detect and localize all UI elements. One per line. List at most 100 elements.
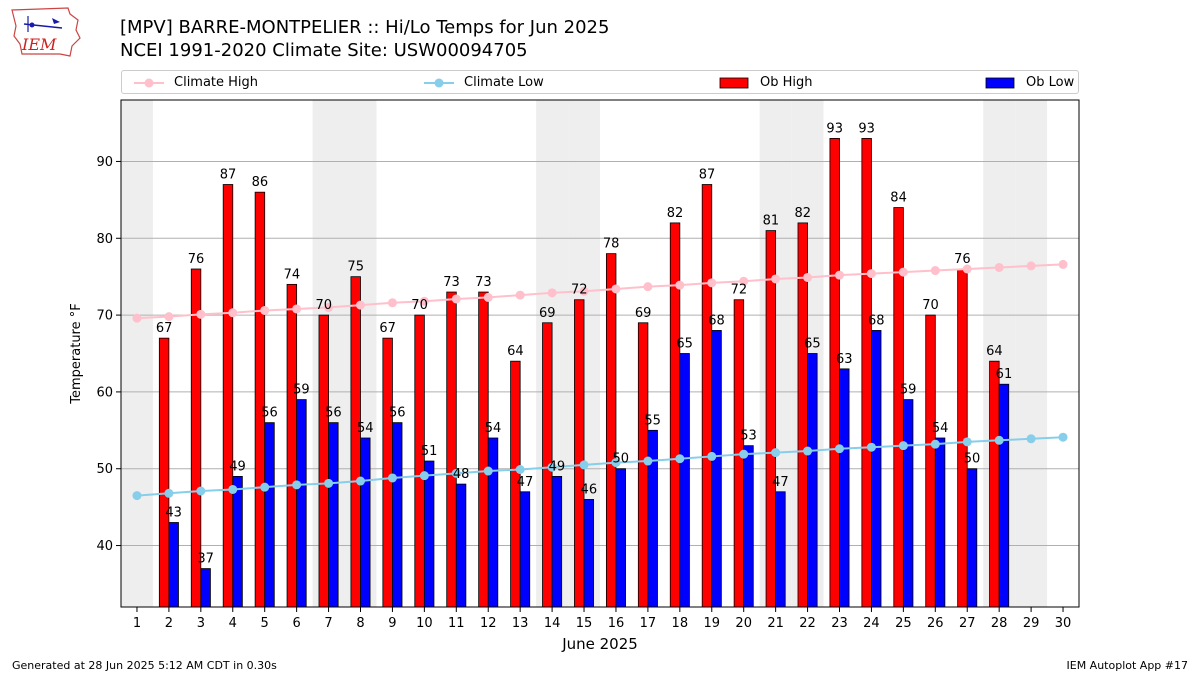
bar-ob-high-day-9	[382, 337, 393, 608]
x-tick-label-20: 20	[735, 616, 752, 631]
label-ob-low-day-11: 48	[453, 467, 470, 482]
x-tick-label-10: 10	[416, 616, 433, 631]
bar-ob-low-day-16	[615, 468, 626, 608]
label-ob-high-day-7: 70	[316, 298, 333, 313]
legend-label-ob-low: Ob Low	[1026, 75, 1075, 90]
weekend-shade-1	[121, 100, 153, 607]
point-climate-high-day-11	[451, 294, 461, 304]
point-climate-low-day-11	[451, 468, 461, 478]
point-climate-high-day-2	[164, 312, 174, 322]
bar-ob-low-day-10	[423, 460, 435, 608]
iem-logo: IEM	[8, 6, 84, 60]
x-tick-label-28: 28	[991, 616, 1008, 631]
label-ob-low-day-13: 47	[517, 475, 534, 490]
x-axis-label: June 2025	[561, 635, 638, 653]
x-tick-label-24: 24	[863, 616, 880, 631]
bar-ob-low-day-27	[966, 468, 978, 608]
bar-ob-low-day-11	[455, 483, 467, 608]
y-tick-label-90: 90	[96, 155, 113, 170]
point-climate-high-day-10	[419, 296, 429, 306]
point-climate-low-day-22	[803, 446, 813, 456]
label-ob-low-day-18: 65	[676, 337, 693, 352]
label-ob-high-day-16: 78	[603, 237, 620, 252]
bar-ob-high-day-5	[254, 191, 266, 608]
label-ob-high-day-26: 70	[922, 298, 939, 313]
bar-ob-high-day-8	[350, 276, 361, 608]
point-climate-high-day-29	[1026, 261, 1036, 271]
label-ob-high-day-3: 76	[188, 252, 205, 267]
label-ob-low-day-21: 47	[772, 475, 789, 490]
point-climate-low-day-15	[579, 460, 589, 470]
point-climate-low-day-6	[292, 480, 302, 490]
point-climate-high-day-18	[675, 280, 685, 290]
x-tick-label-2: 2	[165, 616, 173, 631]
bar-ob-low-day-9	[392, 422, 403, 608]
x-tick-label-16: 16	[608, 616, 625, 631]
point-climate-low-day-17	[643, 456, 653, 466]
line-climate-high	[136, 263, 1064, 320]
bar-ob-low-day-6	[296, 399, 307, 608]
x-tick-label-5: 5	[261, 616, 269, 631]
point-climate-high-day-26	[930, 266, 940, 276]
point-climate-low-day-25	[898, 441, 908, 451]
y-tick-label-60: 60	[96, 385, 113, 400]
point-climate-low-day-24	[866, 442, 876, 452]
plot-frame	[120, 99, 1080, 608]
label-ob-high-day-2: 67	[156, 321, 173, 336]
point-climate-high-day-20	[739, 276, 749, 286]
x-tick-label-7: 7	[324, 616, 332, 631]
point-climate-high-day-13	[515, 290, 525, 300]
bar-ob-low-day-24	[871, 330, 882, 608]
bar-ob-high-day-11	[446, 291, 457, 608]
point-climate-low-day-19	[707, 451, 717, 461]
label-ob-low-day-24: 68	[868, 313, 885, 328]
bar-ob-high-day-4	[222, 184, 234, 608]
x-tick-label-14: 14	[544, 616, 561, 631]
bar-ob-high-day-21	[765, 230, 777, 608]
label-ob-high-day-6: 74	[284, 267, 301, 282]
label-ob-high-day-14: 69	[539, 306, 556, 321]
bar-ob-low-day-5	[264, 422, 275, 608]
x-tick-label-30: 30	[1055, 616, 1072, 631]
point-climate-low-day-23	[835, 444, 844, 454]
legend-label-ob-high: Ob High	[760, 75, 813, 90]
bar-ob-high-day-18	[669, 222, 681, 608]
bar-ob-low-day-2	[168, 522, 179, 608]
x-tick-label-18: 18	[672, 616, 689, 631]
point-climate-low-day-14	[547, 462, 557, 472]
label-ob-low-day-27: 50	[964, 452, 981, 467]
label-ob-low-day-16: 50	[612, 452, 629, 467]
label-ob-low-day-6: 59	[293, 383, 310, 398]
bar-ob-low-day-7	[328, 422, 339, 608]
bar-ob-high-day-12	[478, 291, 489, 608]
label-ob-high-day-17: 69	[635, 306, 652, 321]
point-climate-high-day-14	[547, 288, 557, 298]
x-tick-label-25: 25	[895, 616, 912, 631]
bar-ob-low-day-3	[200, 568, 211, 608]
point-climate-low-day-5	[260, 482, 270, 492]
bar-ob-low-day-22	[807, 353, 818, 608]
point-climate-low-day-27	[962, 437, 972, 447]
label-ob-low-day-7: 56	[325, 406, 342, 421]
footer-generated: Generated at 28 Jun 2025 5:12 AM CDT in …	[12, 659, 277, 672]
point-climate-high-day-15	[579, 286, 589, 296]
y-tick-label-40: 40	[96, 539, 113, 554]
bar-ob-low-day-21	[775, 491, 786, 608]
bar-ob-high-day-25	[893, 207, 904, 608]
bar-ob-low-day-19	[711, 330, 722, 608]
point-climate-high-day-21	[771, 274, 781, 284]
x-tick-label-12: 12	[480, 616, 497, 631]
x-tick-label-6: 6	[292, 616, 300, 631]
bar-ob-low-day-26	[934, 437, 946, 608]
point-climate-high-day-28	[994, 262, 1004, 272]
label-ob-low-day-9: 56	[389, 406, 406, 421]
label-ob-high-day-25: 84	[890, 191, 907, 206]
legend: Climate High Climate Low Ob High Ob Low	[121, 70, 1079, 94]
label-ob-low-day-10: 51	[421, 444, 438, 459]
line-climate-low	[136, 436, 1064, 497]
bar-ob-low-day-18	[679, 353, 690, 608]
label-ob-low-day-17: 55	[644, 413, 661, 428]
point-climate-high-day-5	[260, 305, 270, 315]
label-ob-low-day-3: 37	[197, 552, 214, 567]
label-ob-high-day-13: 64	[507, 344, 524, 359]
